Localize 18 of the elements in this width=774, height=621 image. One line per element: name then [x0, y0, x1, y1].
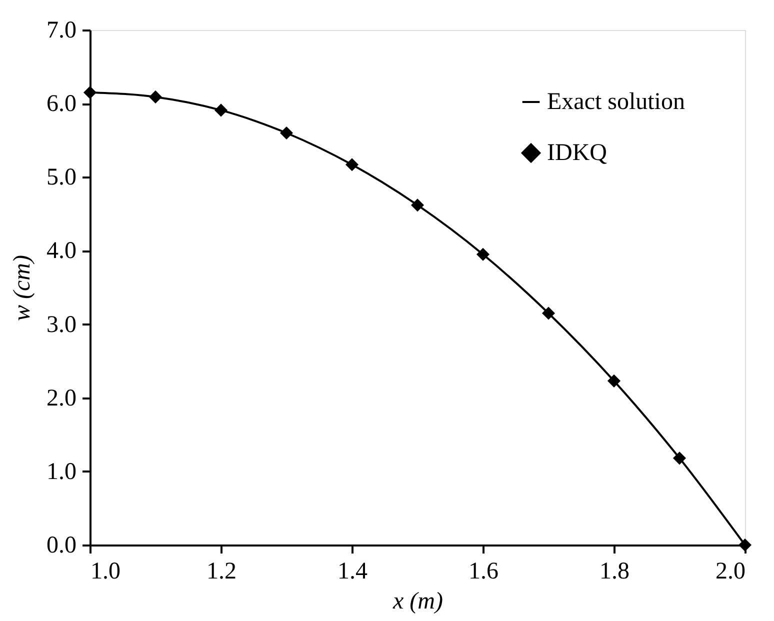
y-tick-label: 4.0: [46, 238, 76, 264]
y-tick-label: 6.0: [46, 91, 76, 118]
y-tick-label: 3.0: [46, 312, 76, 338]
x-tick-label: 1.2: [206, 558, 236, 584]
y-tick-label: 5.0: [46, 164, 76, 191]
y-tick-label: 1.0: [46, 458, 76, 485]
y-tick-label: 2.0: [46, 385, 76, 412]
x-tick-label: 1.6: [468, 558, 498, 584]
y-tick-label: 7.0: [46, 18, 76, 44]
x-tick-label: 1.4: [338, 558, 368, 584]
x-tick-label: 1.8: [600, 558, 630, 584]
x-tick-label: 1.0: [90, 558, 120, 584]
x-tick-label: 2.0: [716, 558, 746, 584]
legend-label: IDKQ: [547, 140, 607, 166]
legend-label: Exact solution: [547, 89, 685, 115]
y-tick-label: 0.0: [46, 532, 76, 558]
y-axis-title: w (cm): [10, 255, 36, 321]
x-axis-title: x (m): [392, 588, 443, 614]
